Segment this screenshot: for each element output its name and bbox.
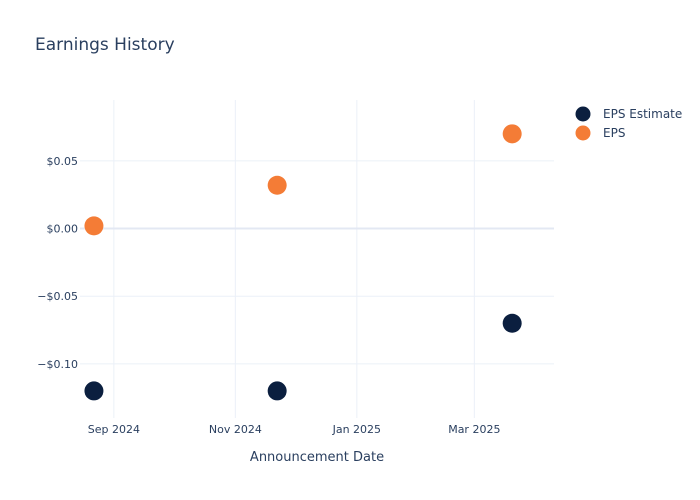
eps-legend-marker [575,125,591,141]
x-axis-title: Announcement Date [250,450,384,465]
eps-legend-label[interactable]: EPS [603,126,625,140]
eps-estimate-point[interactable] [502,313,522,333]
points-layer [84,124,522,401]
axis-layer: Sep 2024 Nov 2024 Jan 2025 Mar 2025 $0.05 $0.… [37,155,500,436]
eps-estimate-point[interactable] [84,381,104,401]
x-tick-label: Sep 2024 [88,423,140,436]
eps-point[interactable] [84,216,104,236]
eps-estimate-point[interactable] [267,381,287,401]
x-tick-label: Mar 2025 [448,423,500,436]
eps-point[interactable] [502,124,522,144]
y-tick-label: $0.00 [47,223,79,236]
eps-estimate-legend-marker [575,106,591,122]
y-tick-label: −$0.10 [37,358,78,371]
legend: EPS Estimate EPS [575,106,682,141]
y-tick-label: −$0.05 [37,290,78,303]
eps-estimate-legend-label[interactable]: EPS Estimate [603,107,682,121]
eps-point[interactable] [267,175,287,195]
chart-title: Earnings History [35,35,175,55]
x-tick-label: Nov 2024 [209,423,262,436]
y-tick-label: $0.05 [47,155,79,168]
x-tick-label: Jan 2025 [332,423,381,436]
grid-layer [80,100,554,418]
